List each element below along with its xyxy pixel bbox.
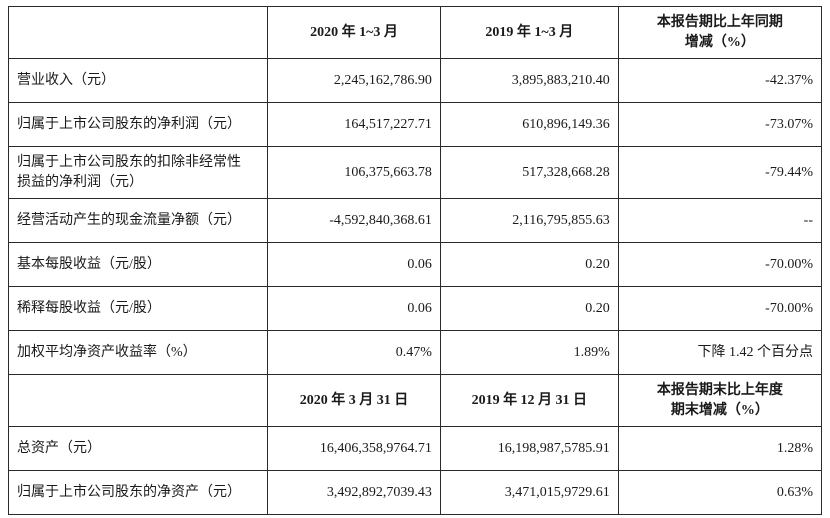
row-value-prior: 16,198,987,5785.91	[440, 427, 618, 471]
row-label: 加权平均净资产收益率（%）	[9, 331, 268, 375]
row-value-current: 16,406,358,9764.71	[268, 427, 441, 471]
row-label: 基本每股收益（元/股）	[9, 243, 268, 287]
table-row: 总资产（元） 16,406,358,9764.71 16,198,987,578…	[9, 427, 822, 471]
row-value-current: 3,492,892,7039.43	[268, 471, 441, 515]
row-change: -42.37%	[618, 59, 821, 103]
header-change-pct: 本报告期比上年同期 增减（%）	[618, 7, 821, 59]
header-change-line1: 本报告期比上年同期	[657, 15, 783, 30]
row-value-current: 0.06	[268, 243, 441, 287]
row-change: -73.07%	[618, 103, 821, 147]
row-label: 营业收入（元）	[9, 59, 268, 103]
header-period-current: 2020 年 1~3 月	[268, 7, 441, 59]
table-header-row: 2020 年 1~3 月 2019 年 1~3 月 本报告期比上年同期 增减（%…	[9, 7, 822, 59]
row-value-current: 164,517,227.71	[268, 103, 441, 147]
header-change-line2: 期末增减（%）	[671, 403, 769, 418]
header-blank	[9, 375, 268, 427]
row-value-prior: 3,895,883,210.40	[440, 59, 618, 103]
header-period-prior: 2019 年 1~3 月	[440, 7, 618, 59]
row-value-prior: 0.20	[440, 243, 618, 287]
table-row: 稀释每股收益（元/股） 0.06 0.20 -70.00%	[9, 287, 822, 331]
table-row: 经营活动产生的现金流量净额（元） -4,592,840,368.61 2,116…	[9, 199, 822, 243]
row-label: 稀释每股收益（元/股）	[9, 287, 268, 331]
header-blank	[9, 7, 268, 59]
row-change: -79.44%	[618, 147, 821, 199]
row-change: 1.28%	[618, 427, 821, 471]
financial-table: 2020 年 1~3 月 2019 年 1~3 月 本报告期比上年同期 增减（%…	[8, 6, 822, 515]
table-row: 加权平均净资产收益率（%） 0.47% 1.89% 下降 1.42 个百分点	[9, 331, 822, 375]
table-row: 营业收入（元） 2,245,162,786.90 3,895,883,210.4…	[9, 59, 822, 103]
table-header-row: 2020 年 3 月 31 日 2019 年 12 月 31 日 本报告期末比上…	[9, 375, 822, 427]
row-value-current: -4,592,840,368.61	[268, 199, 441, 243]
header-date-current: 2020 年 3 月 31 日	[268, 375, 441, 427]
row-value-current: 2,245,162,786.90	[268, 59, 441, 103]
row-value-current: 106,375,663.78	[268, 147, 441, 199]
row-change: -70.00%	[618, 287, 821, 331]
row-value-current: 0.06	[268, 287, 441, 331]
table-row: 归属于上市公司股东的净资产（元） 3,492,892,7039.43 3,471…	[9, 471, 822, 515]
header-change-line1: 本报告期末比上年度	[657, 383, 783, 398]
row-value-prior: 1.89%	[440, 331, 618, 375]
row-label: 归属于上市公司股东的净资产（元）	[9, 471, 268, 515]
table-row: 基本每股收益（元/股） 0.06 0.20 -70.00%	[9, 243, 822, 287]
row-label: 归属于上市公司股东的净利润（元）	[9, 103, 268, 147]
row-value-prior: 3,471,015,9729.61	[440, 471, 618, 515]
header-change-pct: 本报告期末比上年度 期末增减（%）	[618, 375, 821, 427]
row-change: --	[618, 199, 821, 243]
row-value-prior: 0.20	[440, 287, 618, 331]
table-row: 归属于上市公司股东的净利润（元） 164,517,227.71 610,896,…	[9, 103, 822, 147]
row-value-prior: 517,328,668.28	[440, 147, 618, 199]
row-label: 经营活动产生的现金流量净额（元）	[9, 199, 268, 243]
row-label-line2: 损益的净利润（元）	[17, 175, 143, 190]
row-change: 0.63%	[618, 471, 821, 515]
table-row: 归属于上市公司股东的扣除非经常性 损益的净利润（元） 106,375,663.7…	[9, 147, 822, 199]
row-value-prior: 2,116,795,855.63	[440, 199, 618, 243]
header-date-prior: 2019 年 12 月 31 日	[440, 375, 618, 427]
row-change: 下降 1.42 个百分点	[618, 331, 821, 375]
row-label-line1: 归属于上市公司股东的扣除非经常性	[17, 155, 241, 170]
row-value-prior: 610,896,149.36	[440, 103, 618, 147]
header-change-line2: 增减（%）	[685, 35, 755, 50]
row-label: 归属于上市公司股东的扣除非经常性 损益的净利润（元）	[9, 147, 268, 199]
row-label: 总资产（元）	[9, 427, 268, 471]
row-change: -70.00%	[618, 243, 821, 287]
row-value-current: 0.47%	[268, 331, 441, 375]
